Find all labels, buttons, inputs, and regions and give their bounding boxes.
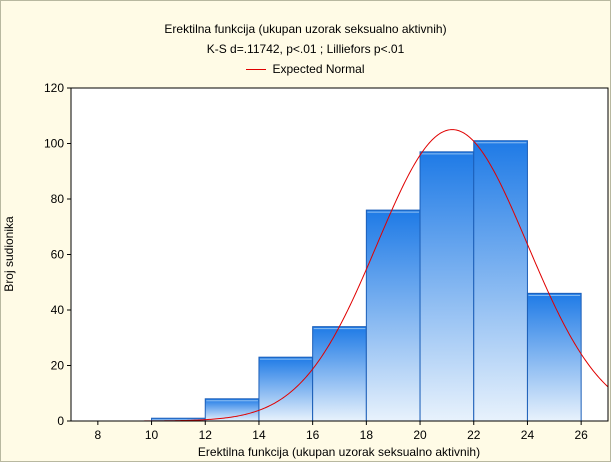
y-axis: 0 20 40 60 80 100 120: [44, 81, 71, 428]
y-tick-label: 80: [51, 192, 65, 206]
histogram-bar-14-16: [258, 356, 314, 422]
x-tick-label: 24: [521, 428, 535, 442]
y-tick-label: 0: [57, 414, 64, 428]
histogram-bar-22-24: [473, 140, 528, 422]
histogram-bar-24-26: [526, 292, 582, 422]
y-tick-label: 20: [51, 359, 65, 373]
x-tick-label: 16: [306, 428, 320, 442]
histogram-bars: [151, 140, 582, 422]
x-axis-title: Erektilna funkcija (ukupan uzorak seksua…: [198, 445, 480, 459]
chart-legend: Expected Normal: [0, 62, 611, 76]
chart-subtitle: K-S d=.11742, p<.01 ; Lilliefors p<.01: [206, 42, 405, 56]
x-tick-label: 12: [199, 428, 213, 442]
x-tick-label: 10: [145, 428, 159, 442]
x-tick-label: 26: [574, 428, 588, 442]
histogram-bar-20-22: [419, 151, 475, 422]
legend-swatch-expected-normal: [246, 68, 267, 70]
x-tick-label: 8: [95, 428, 102, 442]
chart-title: Erektilna funkcija (ukupan uzorak seksua…: [164, 22, 447, 36]
y-axis-title: Broj sudionika: [2, 216, 16, 292]
histogram-bar-12-14: [204, 398, 260, 422]
x-axis: 8 10 12 14 16 18 20 22 24 26: [95, 421, 588, 442]
y-tick-label: 100: [44, 137, 64, 151]
legend-label-expected-normal: Expected Normal: [272, 62, 365, 76]
y-tick-label: 60: [51, 248, 65, 262]
y-tick-label: 120: [44, 81, 64, 95]
x-tick-label: 20: [413, 428, 427, 442]
histogram-bar-16-18: [312, 326, 367, 422]
x-tick-label: 18: [360, 428, 374, 442]
y-tick-label: 40: [51, 303, 65, 317]
x-tick-label: 14: [252, 428, 266, 442]
x-tick-label: 22: [467, 428, 481, 442]
histogram-bar-18-20: [365, 209, 421, 422]
